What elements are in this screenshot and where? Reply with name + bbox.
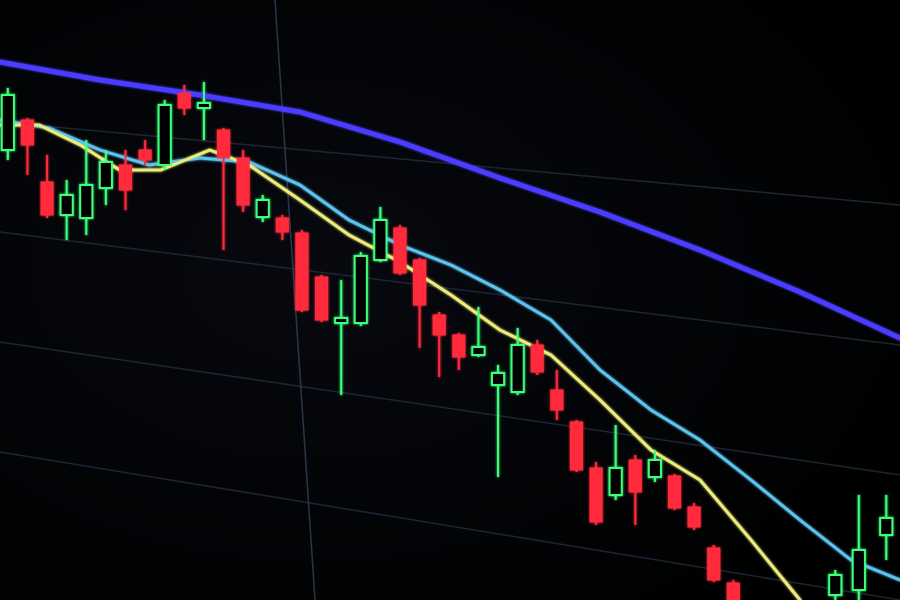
candle-body (40, 181, 54, 216)
candle-body (589, 467, 603, 523)
plot (0, 59, 900, 600)
candle-body (490, 372, 506, 386)
candle-body (98, 161, 113, 189)
candle-body (118, 164, 133, 191)
candle-body (157, 104, 172, 166)
moving-average-line (0, 118, 900, 582)
candle-body (569, 421, 584, 471)
grid-line (0, 231, 900, 346)
candle-body (295, 232, 309, 311)
candle-body (138, 149, 152, 161)
candle-body (255, 199, 270, 218)
candle-body (275, 217, 289, 233)
moving-average-line (0, 59, 900, 341)
candle-body (879, 517, 894, 536)
candle-body (851, 549, 866, 591)
candle-body (373, 219, 388, 261)
candle-body (452, 334, 466, 358)
candle-body (530, 344, 544, 373)
candle-body (647, 459, 662, 478)
candle-body (20, 119, 35, 146)
candle-body (59, 194, 74, 216)
candle-body (707, 547, 721, 581)
candle-body (687, 506, 701, 528)
candle-body (471, 346, 486, 356)
candle-body (608, 467, 623, 496)
candle-body (0, 94, 15, 151)
candle-body (432, 314, 446, 336)
candle-body (393, 227, 407, 274)
grid-line (0, 451, 900, 600)
candle-body (413, 259, 427, 306)
candle-body (628, 459, 642, 493)
candle-body (177, 92, 191, 109)
candle-body (353, 255, 368, 324)
grid-line (0, 341, 900, 476)
grid-line (0, 121, 900, 206)
candle-body (314, 276, 329, 321)
candle-body (726, 582, 740, 600)
candle-body (334, 317, 349, 324)
candle-body (196, 102, 212, 109)
candle-body (667, 475, 682, 509)
candle-body (216, 129, 231, 159)
candle-body (79, 184, 94, 219)
candle-body (550, 389, 564, 411)
candle-body (510, 344, 525, 393)
candle-body (236, 157, 250, 206)
grid-line (274, 0, 316, 600)
candle-body (828, 574, 843, 596)
